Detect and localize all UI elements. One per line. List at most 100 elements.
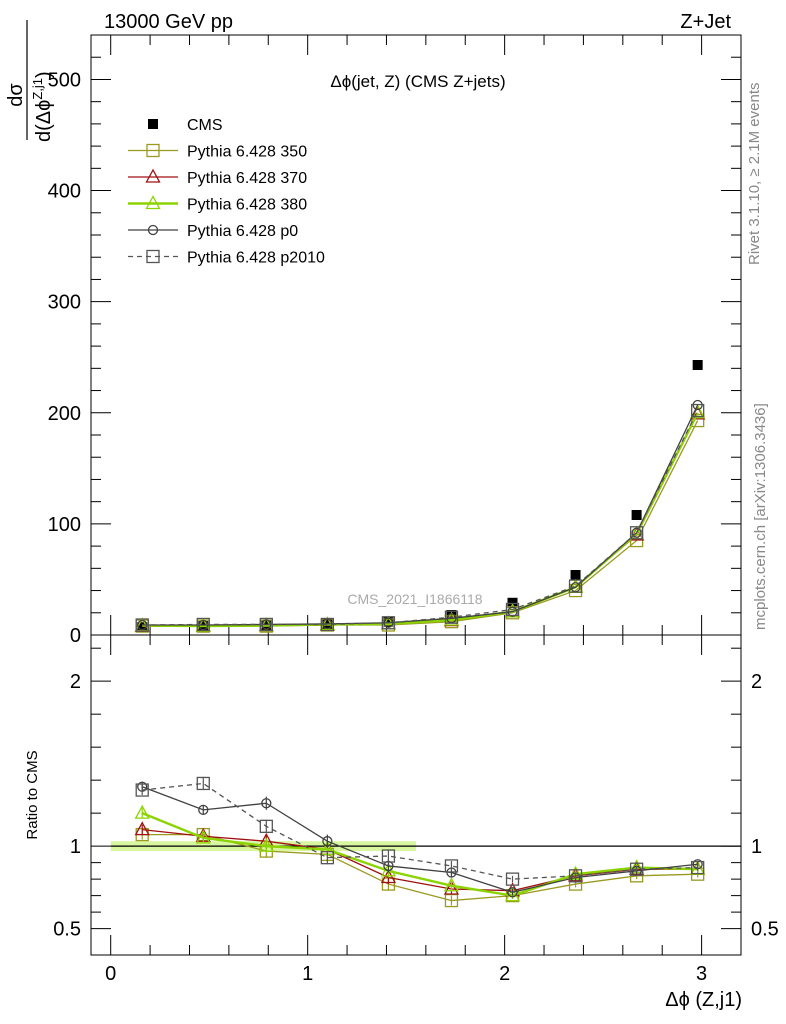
ratio-y-tick-label-right: 1 (751, 836, 762, 858)
ratio-point (444, 859, 459, 873)
legend-label: Pythia 6.428 p2010 (187, 250, 325, 267)
main-series-layer (134, 360, 706, 633)
ratio-series-pythia-6-428-p2010 (135, 776, 705, 886)
x-tick-label: 1 (302, 963, 313, 985)
ratio-y-tick-label: 2 (70, 671, 81, 693)
ratio-axis-ticks: 0.5 0.5 1 1 2 2 0 1 2 3 (53, 635, 779, 985)
data-point (505, 602, 520, 617)
legend-entry-pythia-6-428-p2010: Pythia 6.428 p2010 (128, 250, 325, 267)
legend-label: Pythia 6.428 350 (187, 144, 307, 161)
ratio-point (258, 837, 274, 852)
data-point (629, 526, 644, 540)
legend-label: Pythia 6.428 p0 (187, 223, 298, 240)
x-tick-label: 3 (696, 963, 707, 985)
analysis-watermark: CMS_2021_I1866118 (347, 591, 482, 607)
data-point (444, 610, 459, 624)
ratio-plot-frame (90, 634, 742, 956)
ylabel-numerator: dσ (5, 83, 27, 107)
mcplots-reference-label: mcplots.cern.ch [arXiv:1306.3436] (752, 403, 769, 630)
data-point (320, 617, 335, 632)
ratio-point (568, 869, 583, 883)
ylabel-den-close: ) (33, 71, 55, 78)
ratio-point (322, 836, 333, 847)
ratio-point (691, 860, 705, 875)
ratio-point (507, 887, 518, 898)
legend-entry-pythia-6-428-370: Pythia 6.428 370 (128, 168, 307, 187)
ratio-y-tick-label-right: 0.5 (751, 919, 779, 941)
legend-marker (146, 143, 160, 158)
ratio-series-line (142, 782, 698, 880)
ratio-point (195, 829, 211, 844)
ratio-point (134, 804, 150, 819)
legend: CMS Pythia 6.428 350 Pythia 6.428 370 Pythi… (128, 117, 325, 267)
data-point (507, 606, 518, 617)
ratio-series-line (142, 828, 698, 892)
data-point (568, 579, 583, 593)
series-pythia-6-428-p2010 (135, 403, 705, 632)
data-point (631, 510, 642, 520)
x-tick-label: 0 (105, 963, 116, 985)
ratio-point (443, 880, 460, 895)
data-point (259, 617, 273, 632)
main-y-tick-label: 400 (48, 181, 81, 203)
ylabel-denominator: d(ΔϕZ,j1) (30, 71, 55, 142)
data-point (381, 616, 396, 630)
data-point (135, 618, 149, 632)
legend-entry-pythia-6-428-350: Pythia 6.428 350 (128, 144, 307, 161)
main-axis-ticks: 0 100 200 300 400 500 (48, 35, 741, 647)
header-energy-label: 13000 GeV pp (104, 11, 233, 33)
ylabel-den-main: d(Δϕ (33, 100, 55, 142)
legend-marker (145, 168, 161, 183)
legend-marker (148, 119, 158, 129)
ratio-series-layer (134, 776, 706, 908)
ratio-y-tick-label: 1 (70, 836, 81, 858)
main-y-tick-label: 200 (48, 403, 81, 425)
ratio-point (134, 821, 150, 836)
data-point (570, 570, 581, 580)
legend-entry-pythia-6-428-p0: Pythia 6.428 p0 (128, 223, 298, 240)
main-y-tick-label: 0 (70, 625, 81, 647)
data-point (137, 622, 148, 633)
ratio-ylabel: Ratio to CMS (24, 750, 41, 839)
ratio-point (135, 783, 149, 797)
data-point (446, 610, 457, 620)
ratio-point (320, 851, 335, 865)
ratio-point (505, 872, 520, 886)
data-point (692, 360, 703, 370)
legend-entry-pythia-6-428-380: Pythia 6.428 380 (128, 195, 307, 214)
data-point (383, 617, 394, 628)
rivet-version-label: Rivet 3.1.10, ≥ 2.1M events (746, 83, 763, 266)
main-ylabel: dσ d(ΔϕZ,j1) (5, 20, 55, 142)
legend-marker (146, 249, 160, 264)
ratio-point (381, 849, 396, 863)
x-tick-label: 2 (499, 963, 510, 985)
ratio-point (198, 804, 209, 815)
header-process-label: Z+Jet (680, 11, 731, 33)
legend-label: Pythia 6.428 370 (187, 170, 307, 187)
ratio-point (196, 776, 210, 791)
data-point (507, 597, 518, 608)
data-point (691, 403, 705, 418)
ratio-series-line (141, 786, 698, 893)
x-axis-label: Δϕ (Z,j1) (665, 989, 742, 1011)
ratio-point (443, 877, 460, 892)
ratio-series-pythia-6-428-380 (134, 804, 706, 902)
ratio-point (504, 887, 521, 902)
ratio-point (259, 819, 273, 833)
legend-label: CMS (187, 117, 223, 134)
main-y-tick-label: 500 (48, 69, 81, 91)
data-point (631, 527, 642, 538)
legend-marker (145, 195, 161, 210)
legend-marker (147, 224, 159, 236)
data-point (383, 616, 394, 627)
main-y-tick-label: 100 (48, 514, 81, 536)
ratio-y-tick-label: 0.5 (53, 919, 81, 941)
plot-title: Δϕ(jet, Z) (CMS Z+jets) (330, 72, 505, 91)
ratio-series-line (141, 812, 698, 897)
ratio-series-pythia-6-428-370 (134, 821, 706, 897)
series-line (142, 410, 699, 626)
ratio-point (261, 798, 272, 809)
main-y-tick-label: 300 (48, 292, 81, 314)
ratio-y-tick-label-right: 2 (751, 671, 762, 693)
